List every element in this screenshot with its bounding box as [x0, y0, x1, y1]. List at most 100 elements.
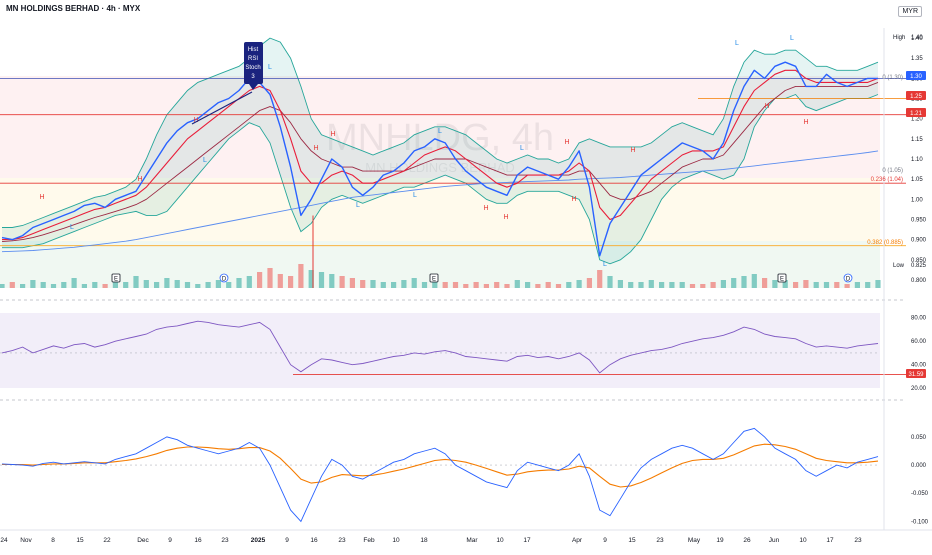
volume-bar — [669, 282, 675, 288]
time-tick-label: 23 — [338, 537, 346, 544]
volume-bar — [349, 278, 355, 288]
volume-bar — [102, 284, 108, 288]
dividend-marker[interactable] — [219, 273, 229, 283]
pivot-label: L — [438, 128, 442, 135]
price-tick-label: 1.00 — [911, 197, 923, 203]
volume-bar — [30, 280, 36, 288]
time-tick-label: 24 — [0, 537, 8, 544]
volume-bar — [40, 282, 46, 288]
volume-bar — [823, 282, 830, 288]
rsi-current-value: 31.59 — [908, 372, 924, 378]
volume-bar — [257, 272, 263, 288]
time-tick-label: 15 — [76, 537, 84, 544]
price-tick-label: 0.850 — [911, 258, 927, 264]
volume-bar — [288, 276, 294, 288]
volume-bar — [555, 284, 562, 288]
volume-bar — [154, 282, 160, 288]
macd-tick-label: -0.100 — [911, 519, 929, 525]
price-tick-label: 0.900 — [911, 238, 927, 244]
pivot-label: L — [203, 157, 207, 164]
axes-layer: 1.40 1.35 1.30 1.25 1.20 1.15 1.10 1.05 1.00 0.95… — [0, 28, 932, 544]
rsi-tick-label: 20.00 — [911, 386, 927, 392]
pivot-label: H — [483, 205, 488, 212]
time-tick-label: 8 — [51, 537, 55, 544]
event-marker-letter: E — [114, 277, 118, 283]
time-tick-label: 10 — [392, 537, 400, 544]
pivot-label: H — [137, 176, 142, 183]
low-tag: Low — [893, 263, 905, 269]
volume-bar — [164, 278, 170, 288]
time-tick-label: 22 — [103, 537, 111, 544]
volume-bar — [432, 280, 438, 288]
rsi-band — [0, 313, 880, 388]
volume-bar — [61, 282, 67, 288]
pivot-label: L — [356, 202, 360, 209]
pivot-label: L — [268, 64, 272, 71]
trendline — [191, 91, 253, 125]
time-tick-label: 15 — [628, 537, 636, 544]
time-tick-label: 18 — [420, 537, 428, 544]
time-tick-label: 26 — [743, 537, 751, 544]
volume-bar — [607, 276, 613, 288]
volume-bar — [483, 284, 489, 288]
callout-line-2: RSI — [248, 56, 258, 62]
volume-bar — [463, 284, 469, 288]
price-tick-label: 1.15 — [911, 137, 923, 143]
macd-layer — [0, 427, 880, 523]
volume-bar — [411, 278, 417, 288]
time-tick-label: 19 — [716, 537, 724, 544]
macd-line — [1, 427, 879, 523]
volume-bar — [535, 284, 541, 288]
volume-bar — [473, 282, 479, 288]
volume-bar — [813, 282, 819, 288]
callout-pointer — [249, 84, 258, 90]
price-tick-label: 0.800 — [911, 278, 927, 284]
current-price-badge — [906, 71, 926, 80]
pivot-label: H — [503, 214, 508, 221]
time-tick-label: 16 — [310, 537, 318, 544]
bollinger-layer — [2, 37, 879, 265]
earnings-marker[interactable] — [111, 273, 121, 283]
earnings-marker[interactable] — [429, 273, 439, 283]
fib-236-label: 0.236 (1.04) — [871, 177, 903, 183]
volume-bar — [751, 274, 757, 288]
volume-bar — [586, 278, 592, 288]
volume-bar — [834, 282, 840, 288]
volume-bar — [844, 284, 850, 288]
fib-0b-label: 0 (1.05) — [882, 168, 903, 174]
rsi-line — [1, 320, 879, 374]
volume-bar — [143, 280, 149, 288]
volume-bar — [617, 280, 623, 288]
earnings-marker[interactable] — [777, 273, 787, 283]
callout-box[interactable] — [244, 42, 263, 84]
volume-bar — [421, 282, 428, 288]
chart-title: MN HOLDINGS BERHAD · 4h · MYX — [6, 4, 141, 13]
volume-bar — [576, 280, 582, 288]
pivot-label: L — [790, 35, 794, 42]
currency-button[interactable]: MYR — [898, 6, 922, 17]
fast-ma-line — [2, 69, 879, 241]
res2-badge — [906, 108, 926, 117]
rsi-layer — [0, 299, 906, 401]
volume-bar — [803, 280, 809, 288]
volume-bar — [401, 280, 407, 288]
band-yellow — [0, 178, 880, 241]
rsi-tick-label: 80.00 — [911, 316, 927, 322]
pivot-label: H — [193, 117, 198, 124]
pivot-label: H — [630, 147, 635, 154]
time-tick-label: 10 — [799, 537, 807, 544]
volume-bar — [112, 280, 118, 288]
pivot-label: H — [330, 131, 335, 138]
dividend-marker[interactable] — [843, 273, 853, 283]
pivot-label: L — [603, 261, 607, 268]
volume-bar — [71, 278, 77, 288]
volume-bar — [174, 280, 180, 288]
volume-bar — [442, 282, 448, 288]
pivot-label: H — [571, 196, 576, 203]
price-tick-label: 1.35 — [911, 56, 923, 62]
pivot-label: L — [520, 145, 524, 152]
time-tick-label: 16 — [194, 537, 202, 544]
volume-bar — [50, 284, 57, 288]
